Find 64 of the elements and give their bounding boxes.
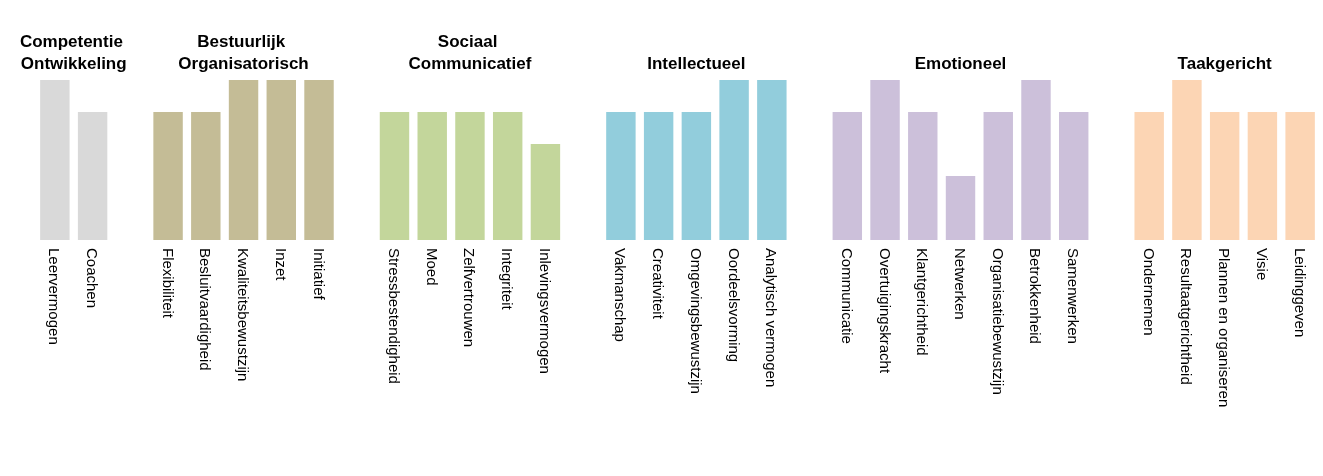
x-tick-label: Inzet <box>272 248 290 282</box>
series-label: Emotioneel <box>914 53 1007 73</box>
bar <box>304 80 334 240</box>
x-tick-label: Plannen en organiseren <box>1216 248 1234 408</box>
bar <box>40 80 70 240</box>
x-tick-label: Zelfvertrouwen <box>461 248 479 348</box>
series-label: Competentie Ontwikkeling <box>19 31 128 73</box>
bar <box>191 112 221 240</box>
bar <box>606 112 636 240</box>
x-tick-label: Coachen <box>84 248 102 309</box>
x-tick-label: Flexibiliteit <box>159 248 177 319</box>
x-tick-label: Oordeelsvorming <box>725 248 743 363</box>
bar <box>1059 112 1089 240</box>
x-tick-label: Stressbestendigheid <box>385 248 403 384</box>
bar <box>681 112 712 240</box>
series-label: Intellectueel <box>647 53 746 73</box>
bar <box>77 112 108 240</box>
x-tick-label: Overtuigingskracht <box>876 248 894 374</box>
x-tick-label: Visie <box>1253 248 1271 281</box>
bar <box>643 112 674 240</box>
bar <box>1021 80 1051 240</box>
x-tick-label: Samenwerken <box>1065 248 1083 344</box>
x-tick-label: Integriteit <box>499 248 517 311</box>
bar <box>153 112 183 240</box>
series-label: Taakgericht <box>1177 53 1273 73</box>
bar <box>1285 112 1315 240</box>
x-tick-label: Besluitvaardigheid <box>197 248 215 371</box>
text: Sociaal Communicatief <box>408 31 532 73</box>
bar <box>417 112 447 240</box>
bar <box>945 176 976 240</box>
x-tick-label: Vakmanschap <box>612 248 630 342</box>
bar <box>719 80 749 240</box>
x-tick-label: Klantgerichtheid <box>914 248 932 356</box>
x-tick-label: Leidinggeven <box>1291 248 1309 338</box>
x-tick-label: Analytisch vermogen <box>763 248 781 388</box>
x-tick-label: Communicatie <box>838 248 856 344</box>
bar <box>832 112 863 240</box>
bar <box>1172 80 1202 240</box>
x-tick-label: Omgevingsbewustzijn <box>687 248 705 394</box>
bar <box>870 80 900 240</box>
x-tick-label: Moed <box>423 248 441 286</box>
x-tick-label: Organisatiebewustzijn <box>989 248 1007 395</box>
bar <box>757 80 787 240</box>
bar <box>455 112 485 240</box>
x-tick-label: Creativiteit <box>650 248 668 320</box>
bar <box>228 80 259 240</box>
x-tick-label: Betrokkenheid <box>1027 248 1045 344</box>
bar <box>530 144 561 240</box>
x-tick-label: Inlevingsvermogen <box>536 248 554 374</box>
x-tick-label: Netwerken <box>952 248 970 320</box>
x-tick-label: Kwaliteitsbewustzijn <box>235 248 253 382</box>
x-tick-label: Initiatief <box>310 248 328 301</box>
x-tick-label: Resultaatgerichtheid <box>1178 248 1196 385</box>
bar <box>983 112 1013 240</box>
bar <box>1209 112 1240 240</box>
x-tick-label: Ondernemen <box>1140 248 1158 336</box>
bar <box>1247 112 1278 240</box>
bar <box>908 112 938 240</box>
bar <box>492 112 523 240</box>
bar <box>266 80 296 240</box>
bar <box>379 112 410 240</box>
x-tick-label: Leervermogen <box>46 248 64 345</box>
series-label: Bestuurlijk Organisatorisch <box>178 31 309 73</box>
bar <box>1134 112 1164 240</box>
